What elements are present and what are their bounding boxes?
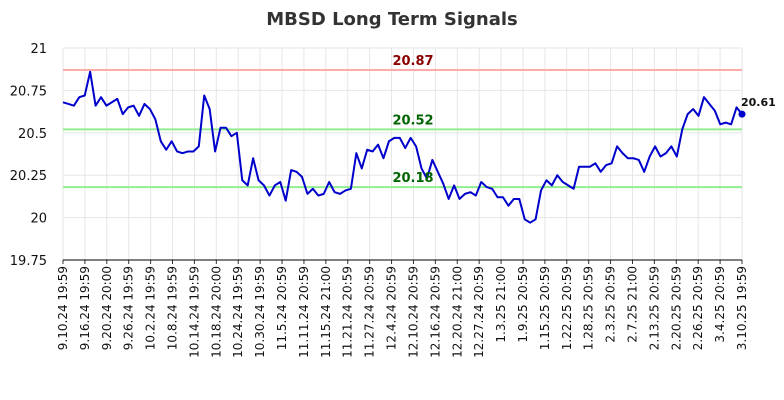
x-tick-label: 12.10.24 20:59 bbox=[406, 266, 420, 358]
x-tick-label: 2.26.25 20:59 bbox=[691, 266, 705, 350]
x-tick-label: 12.16.24 20:59 bbox=[428, 266, 442, 358]
x-tick-label: 2.13.25 20:59 bbox=[647, 266, 661, 350]
x-tick-label: 2.20.25 20:59 bbox=[669, 266, 683, 350]
x-tick-label: 10.18.24 20:00 bbox=[209, 266, 223, 358]
series bbox=[62, 70, 746, 224]
x-tick-label: 1.22.25 20:59 bbox=[560, 266, 574, 350]
x-tick-label: 10.14.24 19:59 bbox=[187, 266, 201, 358]
x-tick-label: 10.24.24 19:59 bbox=[231, 266, 245, 358]
x-tick-label: 12.20.24 21:00 bbox=[450, 266, 464, 358]
x-tick-label: 9.20.24 20:00 bbox=[100, 266, 114, 350]
x-tick-label: 3.4.25 20:59 bbox=[713, 266, 727, 343]
x-tick-label: 2.3.25 20:59 bbox=[604, 266, 618, 343]
x-tick-label: 1.28.25 20:59 bbox=[582, 266, 596, 350]
axes: 19.75 20 20.25 20.5 20.75 21 9.10.24 19:59 9.16… bbox=[10, 42, 749, 358]
x-tick-label: 9.16.24 19:59 bbox=[78, 266, 92, 350]
x-tick-label: 12.27.24 20:59 bbox=[472, 266, 486, 358]
x-tick-label: 9.10.24 19:59 bbox=[56, 266, 70, 350]
chart-title: MBSD Long Term Signals bbox=[266, 9, 517, 30]
x-tick-label: 3.10.25 19:59 bbox=[735, 266, 749, 350]
x-tick-label: 10.8.24 19:59 bbox=[166, 266, 180, 350]
x-tick-label: 1.9.25 20:59 bbox=[516, 266, 530, 343]
y-tick-label: 20.75 bbox=[10, 84, 47, 99]
reference-line-label: 20.52 bbox=[392, 113, 433, 128]
last-value-label: 20.61 bbox=[741, 96, 776, 109]
reference-line-label: 20.87 bbox=[392, 54, 433, 69]
series-line bbox=[62, 70, 743, 224]
y-tick-label: 20.25 bbox=[10, 169, 47, 184]
y-tick-label: 19.75 bbox=[10, 254, 47, 269]
x-tick-label: 2.7.25 21:00 bbox=[625, 266, 639, 343]
x-tick-label: 9.26.24 19:59 bbox=[122, 266, 136, 350]
x-tick-label: 11.15.24 21:00 bbox=[319, 266, 333, 358]
x-tick-label: 1.3.25 21:00 bbox=[494, 266, 508, 343]
reference-lines bbox=[63, 69, 742, 189]
reference-line-label: 20.18 bbox=[392, 171, 433, 186]
last-point-marker bbox=[738, 110, 746, 118]
y-tick-label: 21 bbox=[30, 42, 47, 57]
grid bbox=[62, 47, 743, 261]
x-tick-label: 11.27.24 20:59 bbox=[363, 266, 377, 358]
x-tick-label: 1.15.25 20:59 bbox=[538, 266, 552, 350]
x-tick-label: 10.30.24 19:59 bbox=[253, 266, 267, 358]
x-tick-label: 11.11.24 20:59 bbox=[297, 266, 311, 358]
y-tick-label: 20 bbox=[30, 212, 47, 227]
labels: 20.87 20.52 20.18 20.61 bbox=[392, 54, 775, 186]
x-tick-label: 12.4.24 20:59 bbox=[385, 266, 399, 350]
x-tick-label: 11.21.24 20:59 bbox=[341, 266, 355, 358]
x-tick-label: 11.5.24 20:59 bbox=[275, 266, 289, 350]
y-tick-label: 20.5 bbox=[18, 127, 47, 142]
x-tick-label: 10.2.24 19:59 bbox=[144, 266, 158, 350]
